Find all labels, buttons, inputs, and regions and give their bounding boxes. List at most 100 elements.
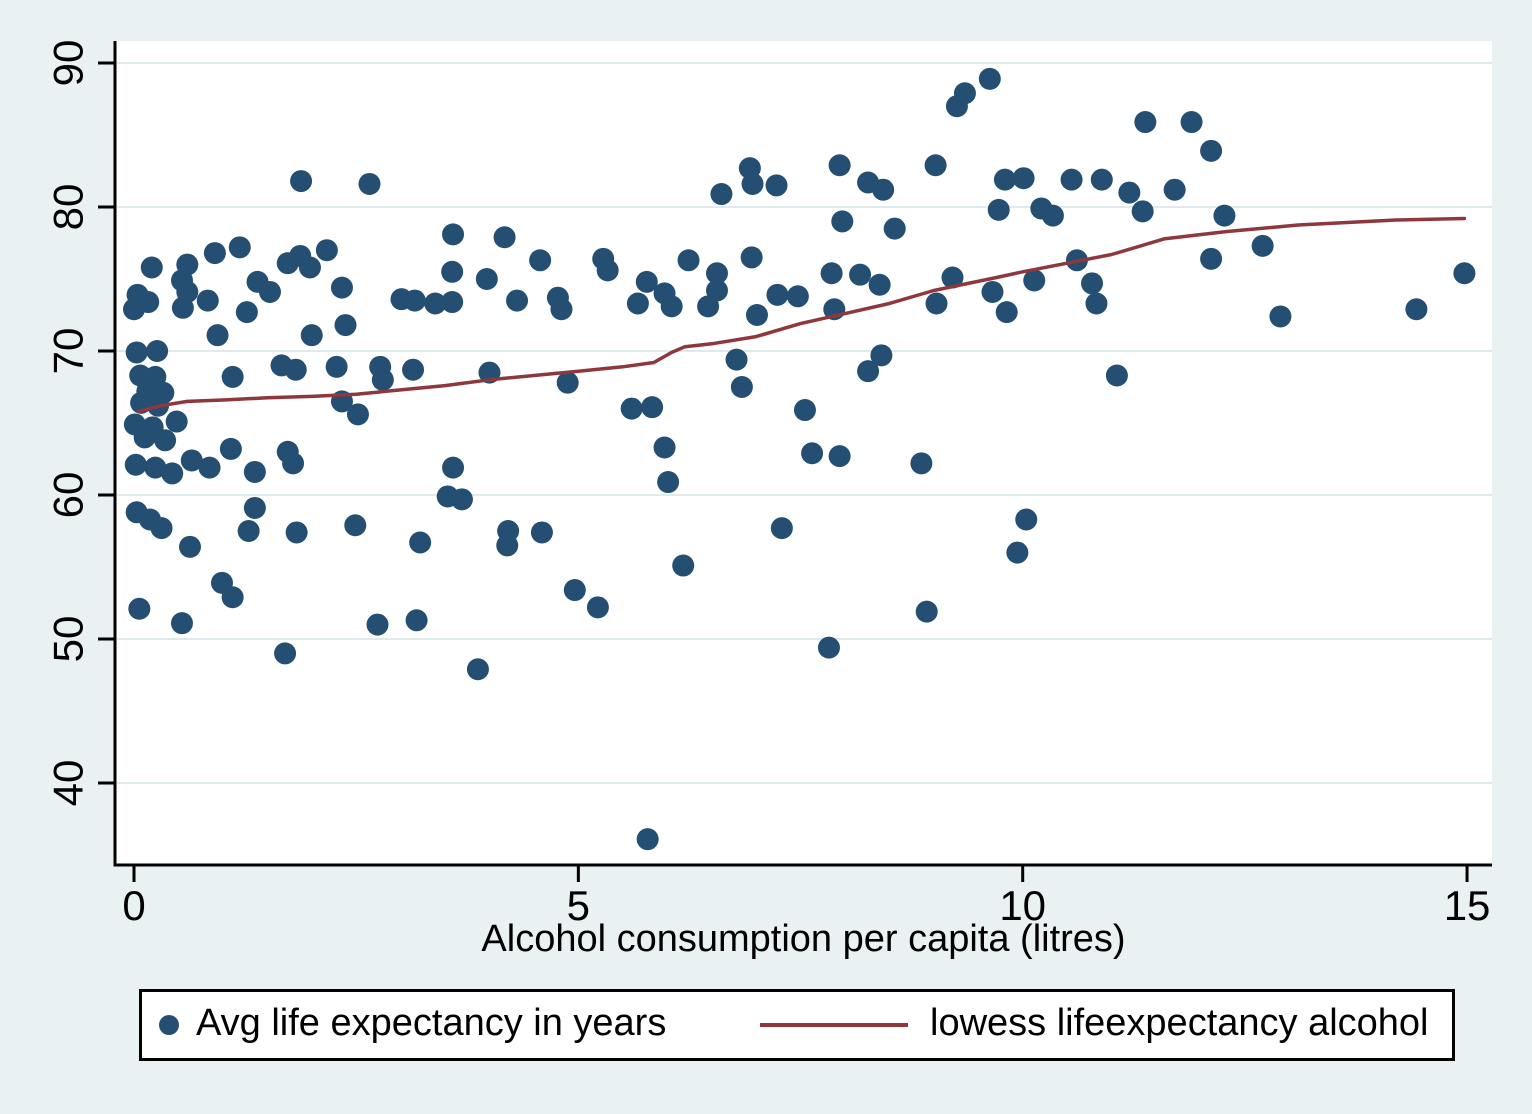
scatter-point — [1105, 364, 1128, 387]
x-axis-title: Alcohol consumption per capita (litres) — [481, 918, 1126, 960]
scatter-point — [657, 471, 680, 494]
scatter-point — [315, 239, 338, 262]
scatter-point — [872, 178, 895, 201]
scatter-point — [924, 154, 947, 177]
scatter-point — [677, 249, 700, 272]
scatter-point — [817, 636, 840, 659]
scatter-point — [1269, 305, 1292, 328]
legend-scatter-label: Avg life expectancy in years — [196, 1001, 667, 1044]
scatter-point — [941, 266, 964, 289]
scatter-point — [741, 172, 764, 195]
scatter-point — [219, 437, 242, 460]
scatter-point — [653, 436, 676, 459]
scatter-point — [133, 426, 156, 449]
scatter-marker-icon — [159, 1015, 179, 1035]
scatter-point — [730, 376, 753, 398]
scatter-point — [346, 403, 369, 426]
x-tick-label: 15 — [1444, 882, 1491, 929]
scatter-point — [125, 341, 148, 364]
scatter-point — [641, 396, 664, 419]
scatter-point — [171, 296, 194, 319]
scatter-point — [635, 270, 658, 293]
scatter-point — [235, 301, 258, 324]
scatter-point — [203, 242, 226, 265]
scatter-point — [993, 168, 1016, 191]
scatter-point — [493, 226, 516, 249]
scatter-point — [626, 292, 649, 315]
scatter-point — [1405, 298, 1428, 321]
scatter-point — [206, 324, 229, 347]
scatter-point — [981, 280, 1004, 303]
scatter-point — [290, 170, 313, 193]
scatter-point — [441, 291, 464, 314]
scatter-point — [1200, 247, 1223, 270]
scatter-point — [243, 496, 266, 519]
scatter-point — [178, 535, 201, 558]
scatter-point — [274, 642, 297, 665]
scatter-point — [366, 613, 389, 636]
scatter-point — [441, 260, 464, 283]
scatter-point — [705, 262, 728, 285]
scatter-point — [198, 456, 221, 479]
scatter-point — [282, 452, 305, 475]
scatter-point — [660, 295, 683, 318]
scatter-point — [925, 292, 948, 315]
scatter-point — [1213, 204, 1236, 227]
y-tick-label: 90 — [45, 40, 92, 87]
scatter-point — [475, 268, 498, 290]
scatter-point — [915, 600, 938, 623]
scatter-point — [180, 449, 203, 472]
scatter-point — [243, 460, 266, 483]
scatter-point — [140, 256, 163, 279]
y-tick-label: 60 — [45, 472, 92, 519]
scatter-point — [828, 445, 851, 468]
scatter-point — [765, 174, 788, 197]
scatter-point — [1060, 168, 1083, 191]
scatter-point — [740, 246, 763, 269]
scatter-point — [1180, 111, 1203, 134]
y-tick-label: 80 — [45, 184, 92, 231]
scatter-point — [403, 289, 426, 312]
x-tick-label: 5 — [567, 882, 590, 929]
scatter-point — [849, 263, 872, 286]
scatter-point — [128, 597, 151, 620]
scatter-point — [371, 368, 394, 391]
scatter-point — [358, 172, 381, 195]
scatter-point — [770, 517, 793, 540]
scatter-point — [978, 67, 1001, 90]
scatter-point — [801, 442, 824, 465]
scatter-point — [786, 285, 809, 308]
scatter-point — [221, 365, 244, 388]
scatter-point — [1015, 508, 1038, 531]
y-tick-label: 50 — [45, 616, 92, 663]
scatter-point — [165, 410, 188, 433]
scatter-point — [1453, 262, 1476, 285]
scatter-point — [596, 259, 619, 282]
scatter-point — [697, 295, 720, 318]
scatter-point — [442, 456, 465, 479]
scatter-point — [828, 154, 851, 177]
scatter-point — [745, 304, 768, 326]
scatter-point — [1131, 200, 1154, 223]
lowess-line — [136, 216, 1467, 414]
scatter-point — [987, 198, 1010, 221]
scatter-point — [672, 554, 695, 577]
scatter-point — [123, 298, 145, 321]
scatter-point — [466, 658, 489, 681]
scatter-point — [766, 283, 789, 306]
scatter-point — [258, 280, 281, 303]
scatter-point — [556, 371, 579, 394]
scatter-point — [450, 488, 473, 511]
scatter-point — [563, 579, 586, 602]
scatter-point — [228, 236, 251, 259]
scatter-point — [1090, 168, 1113, 191]
x-tick-label: 10 — [999, 882, 1046, 929]
scatter-point — [620, 397, 643, 420]
scatter-point — [1006, 541, 1029, 564]
scatter-point — [221, 586, 244, 609]
scatter-point — [170, 612, 193, 635]
scatter-point — [405, 609, 428, 632]
lowess-line-sample-icon — [760, 1023, 908, 1027]
scatter-point — [496, 534, 519, 557]
